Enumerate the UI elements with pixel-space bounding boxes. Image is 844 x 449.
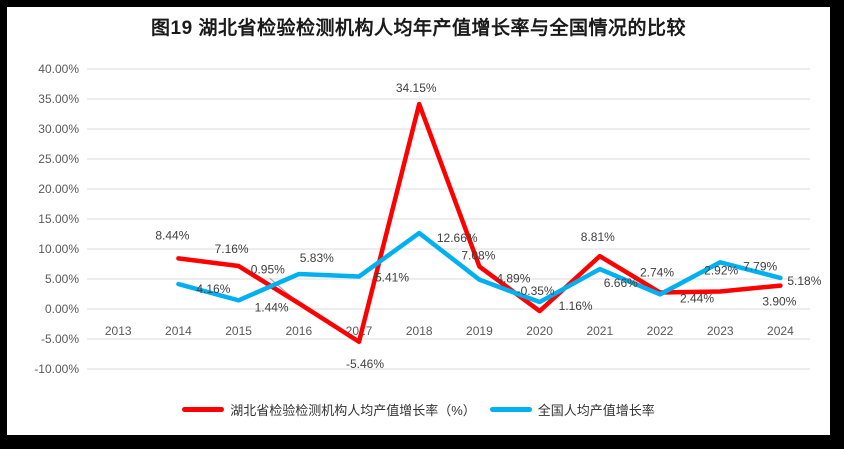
data-label-national: 6.66% — [604, 276, 638, 290]
y-axis-tick-label: 10.00% — [38, 242, 79, 256]
data-label-national: 2.44% — [680, 291, 714, 305]
data-label-hubei: 2.74% — [640, 266, 674, 280]
data-label-national: 1.44% — [255, 300, 289, 314]
data-label-hubei: 7.08% — [461, 249, 495, 263]
x-axis-tick-label: 2015 — [225, 324, 252, 338]
series-line-hubei — [176, 101, 783, 345]
chart-title: 图19 湖北省检验检测机构人均年产值增长率与全国情况的比较 — [151, 18, 686, 39]
data-label-hubei: 34.15% — [396, 81, 437, 95]
data-label-national: 5.18% — [787, 274, 821, 288]
data-label-hubei: -0.35% — [517, 284, 555, 298]
x-axis-tick-label: 2016 — [285, 324, 312, 338]
x-axis-tick-label: 2023 — [707, 324, 734, 338]
legend-label-hubei: 湖北省检验检测机构人均产值增长率（%） — [230, 403, 476, 418]
line-chart-plot-area: 40.00% 35.00% 30.00% 25.00% 20.00% 15.00% 10.0… — [34, 62, 821, 376]
y-axis-tick-label: 40.00% — [38, 62, 79, 76]
x-axis-tick-label: 2017 — [346, 324, 373, 338]
y-axis-tick-label: 15.00% — [38, 212, 79, 226]
data-label-hubei: -5.46% — [346, 357, 384, 371]
legend-item-national: 全国人均产值增长率 — [489, 400, 655, 419]
data-label-hubei: 2.92% — [704, 263, 738, 277]
chart-legend: 湖北省检验检测机构人均产值增长率（%） 全国人均产值增长率 — [7, 400, 830, 419]
y-axis-tick-label: 20.00% — [38, 182, 79, 196]
chart-canvas: 图19 湖北省检验检测机构人均年产值增长率与全国情况的比较 40.00% 35.0… — [7, 7, 830, 435]
data-label-hubei: 0.95% — [251, 262, 285, 276]
legend-label-national: 全国人均产值增长率 — [537, 403, 655, 418]
data-label-national: 5.41% — [375, 271, 409, 285]
national-series-swatch-icon — [489, 407, 532, 412]
y-axis-tick-label: 35.00% — [38, 92, 79, 106]
data-label-national: 12.66% — [437, 231, 478, 245]
data-label-national: 1.16% — [559, 299, 593, 313]
x-axis-tick-label: 2021 — [586, 324, 613, 338]
data-label-hubei: 7.16% — [215, 242, 249, 256]
y-axis-tick-label: -10.00% — [34, 362, 79, 376]
x-axis-tick-label: 2019 — [466, 324, 493, 338]
x-axis-tick-label: 2020 — [526, 324, 553, 338]
data-label-hubei: 8.44% — [155, 228, 189, 242]
x-axis-tick-label: 2018 — [406, 324, 433, 338]
y-axis-tick-label: 0.00% — [45, 302, 79, 316]
legend-item-hubei: 湖北省检验检测机构人均产值增长率（%） — [182, 400, 476, 419]
data-label-national: 4.89% — [496, 272, 530, 286]
x-axis-tick-label: 2013 — [105, 324, 132, 338]
y-axis-tick-label: 25.00% — [38, 152, 79, 166]
series-line-national — [176, 230, 783, 305]
x-axis-tick-label: 2014 — [165, 324, 192, 338]
y-axis-tick-label: 30.00% — [38, 122, 79, 136]
data-label-national: 5.83% — [300, 251, 334, 265]
data-label-hubei: 8.81% — [581, 230, 615, 244]
data-label-hubei: 3.90% — [762, 295, 796, 309]
x-axis-tick-label: 2022 — [647, 324, 674, 338]
hubei-series-swatch-icon — [182, 407, 225, 412]
data-label-national: 4.16% — [196, 282, 230, 296]
data-label-national: 7.79% — [743, 259, 777, 273]
y-axis-tick-label: -5.00% — [41, 332, 79, 346]
x-axis-tick-label: 2024 — [767, 324, 794, 338]
y-axis-tick-label: 5.00% — [45, 272, 79, 286]
